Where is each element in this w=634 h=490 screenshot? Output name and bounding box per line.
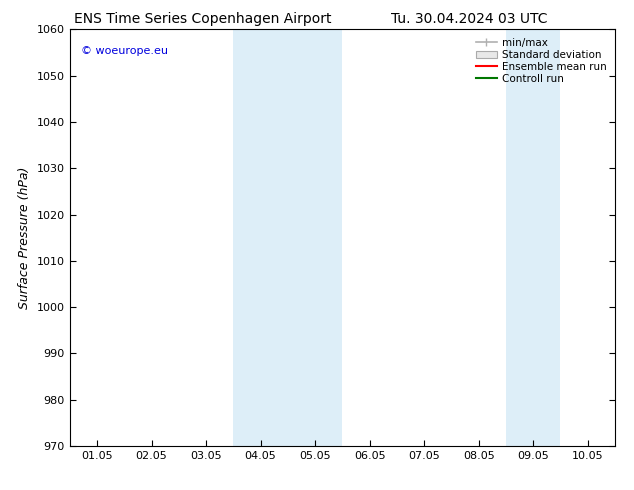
Text: © woeurope.eu: © woeurope.eu <box>81 46 167 56</box>
Bar <box>233 29 288 446</box>
Legend: min/max, Standard deviation, Ensemble mean run, Controll run: min/max, Standard deviation, Ensemble me… <box>473 35 610 87</box>
Y-axis label: Surface Pressure (hPa): Surface Pressure (hPa) <box>18 167 31 309</box>
Bar <box>288 29 342 446</box>
Bar <box>506 29 560 446</box>
Text: Tu. 30.04.2024 03 UTC: Tu. 30.04.2024 03 UTC <box>391 12 547 26</box>
Text: ENS Time Series Copenhagen Airport: ENS Time Series Copenhagen Airport <box>74 12 332 26</box>
